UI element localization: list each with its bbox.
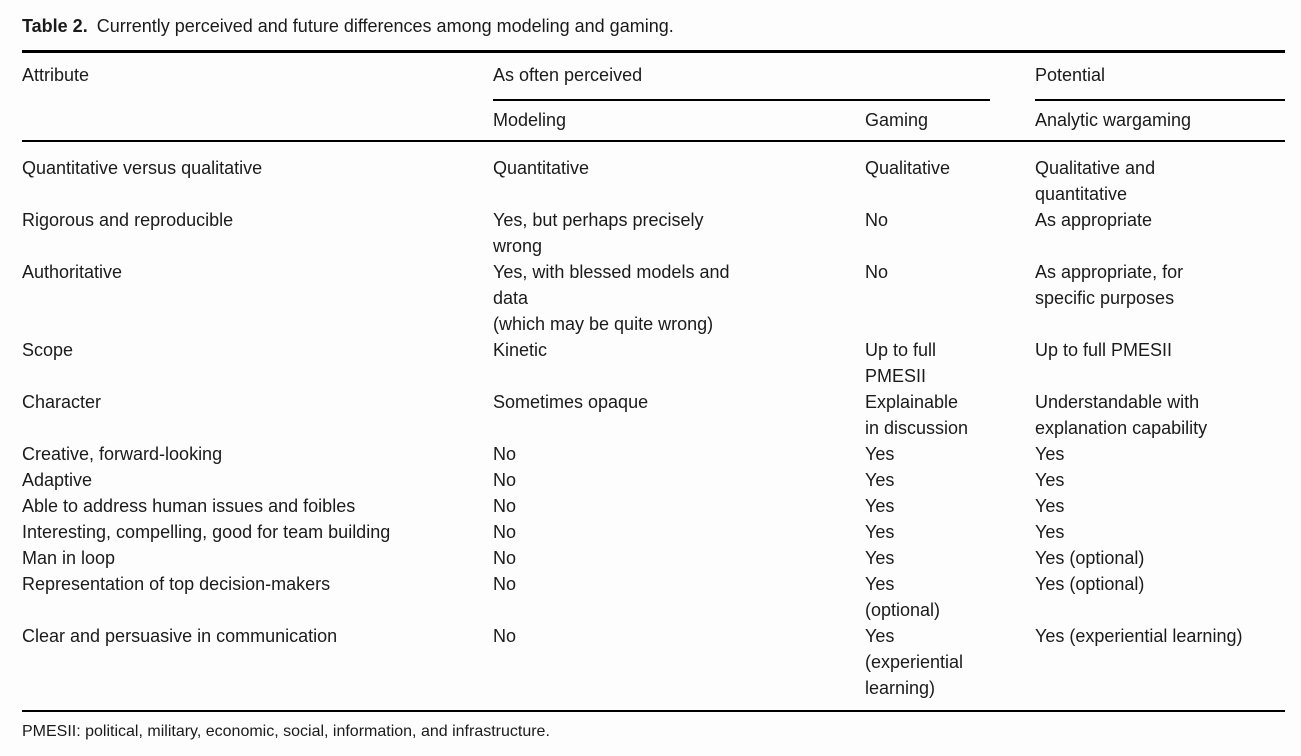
header-group-potential-label: Potential: [1035, 62, 1285, 101]
header-cols-row: Modeling Gaming Analytic wargaming: [22, 101, 1285, 141]
header-modeling: Modeling: [493, 110, 567, 130]
cell-potential: Yes: [1035, 470, 1065, 490]
cell-potential: Up to full PMESII: [1035, 340, 1173, 360]
header-group-potential: Potential: [1035, 52, 1285, 101]
cell-modeling: Quantitative: [493, 158, 590, 178]
cell-modeling: No: [493, 496, 517, 516]
header-group-perceived: As often perceived: [493, 52, 1035, 101]
cell-gaming: Explainable in discussion: [865, 392, 969, 438]
cell-gaming: Yes: [865, 444, 895, 464]
cell-attribute: Able to address human issues and foibles: [22, 496, 356, 516]
table-row: Able to address human issues and foibles…: [22, 493, 1285, 519]
cell-gaming: No: [865, 210, 889, 230]
cell-attribute: Scope: [22, 340, 74, 360]
cell-modeling: No: [493, 626, 517, 646]
cell-attribute: Representation of top decision-makers: [22, 574, 331, 594]
table-row: Man in loop No Yes Yes (optional): [22, 545, 1285, 571]
cell-potential: Yes (experiential learning): [1035, 626, 1243, 646]
cell-potential: Qualitative and quantitative: [1035, 158, 1156, 204]
cell-potential: Yes: [1035, 522, 1065, 542]
cell-gaming: Yes: [865, 522, 895, 542]
table-body: Quantitative versus qualitative Quantita…: [22, 141, 1285, 711]
table-caption: Table 2. Currently perceived and future d…: [22, 0, 1285, 50]
cell-gaming: Yes: [865, 496, 895, 516]
table-header: Attribute As often perceived Potential M…: [22, 52, 1285, 141]
cell-potential: As appropriate: [1035, 210, 1153, 230]
cell-attribute: Creative, forward-looking: [22, 444, 223, 464]
cell-potential: Yes: [1035, 496, 1065, 516]
cell-gaming: Yes: [865, 548, 895, 568]
table-row: Interesting, compelling, good for team b…: [22, 519, 1285, 545]
cell-potential: Yes (optional): [1035, 548, 1145, 568]
cell-modeling: No: [493, 522, 517, 542]
cell-gaming: No: [865, 262, 889, 282]
cell-modeling: No: [493, 548, 517, 568]
cell-modeling: No: [493, 574, 517, 594]
table-row: Scope Kinetic Up to full PMESII Up to fu…: [22, 337, 1285, 389]
table-row: Clear and persuasive in communication No…: [22, 623, 1285, 711]
cell-potential: Yes (optional): [1035, 574, 1145, 594]
cell-attribute: Character: [22, 392, 102, 412]
table-row: Rigorous and reproducible Yes, but perha…: [22, 207, 1285, 259]
cell-attribute: Clear and persuasive in communication: [22, 626, 338, 646]
cell-modeling: No: [493, 444, 517, 464]
cell-modeling: Yes, but perhaps precisely wrong: [493, 210, 704, 256]
cell-modeling: Sometimes opaque: [493, 392, 649, 412]
table-number: Table 2.: [22, 16, 88, 36]
cell-attribute: Authoritative: [22, 262, 123, 282]
header-group-row: Attribute As often perceived Potential: [22, 52, 1285, 101]
cell-modeling: Yes, with blessed models and data (which…: [493, 262, 730, 334]
cell-gaming: Yes (experiential learning): [865, 626, 964, 698]
header-gaming: Gaming: [865, 110, 929, 130]
header-analytic-wargaming: Analytic wargaming: [1035, 110, 1192, 130]
cell-modeling: Kinetic: [493, 340, 548, 360]
cell-attribute: Quantitative versus qualitative: [22, 158, 263, 178]
cell-modeling: No: [493, 470, 517, 490]
header-attribute: Attribute: [22, 65, 90, 85]
table-caption-text: Currently perceived and future differenc…: [96, 16, 674, 36]
cell-gaming: Qualitative: [865, 158, 951, 178]
cell-attribute: Interesting, compelling, good for team b…: [22, 522, 391, 542]
cell-attribute: Adaptive: [22, 470, 93, 490]
cell-gaming: Yes: [865, 470, 895, 490]
table-row: Character Sometimes opaque Explainable i…: [22, 389, 1285, 441]
cell-gaming: Up to full PMESII: [865, 340, 937, 386]
table-row: Representation of top decision-makers No…: [22, 571, 1285, 623]
table-row: Quantitative versus qualitative Quantita…: [22, 141, 1285, 207]
header-group-perceived-label: As often perceived: [493, 62, 990, 101]
cell-attribute: Rigorous and reproducible: [22, 210, 234, 230]
table-row: Adaptive No Yes Yes: [22, 467, 1285, 493]
cell-potential: Understandable with explanation capabili…: [1035, 392, 1208, 438]
table-row: Creative, forward-looking No Yes Yes: [22, 441, 1285, 467]
table-row: Authoritative Yes, with blessed models a…: [22, 259, 1285, 337]
cell-potential: Yes: [1035, 444, 1065, 464]
table-footnote: PMESII: political, military, economic, s…: [22, 723, 550, 740]
cell-attribute: Man in loop: [22, 548, 116, 568]
cell-potential: As appropriate, for specific purposes: [1035, 262, 1184, 308]
cell-gaming: Yes (optional): [865, 574, 941, 620]
comparison-table: Attribute As often perceived Potential M…: [22, 50, 1285, 712]
